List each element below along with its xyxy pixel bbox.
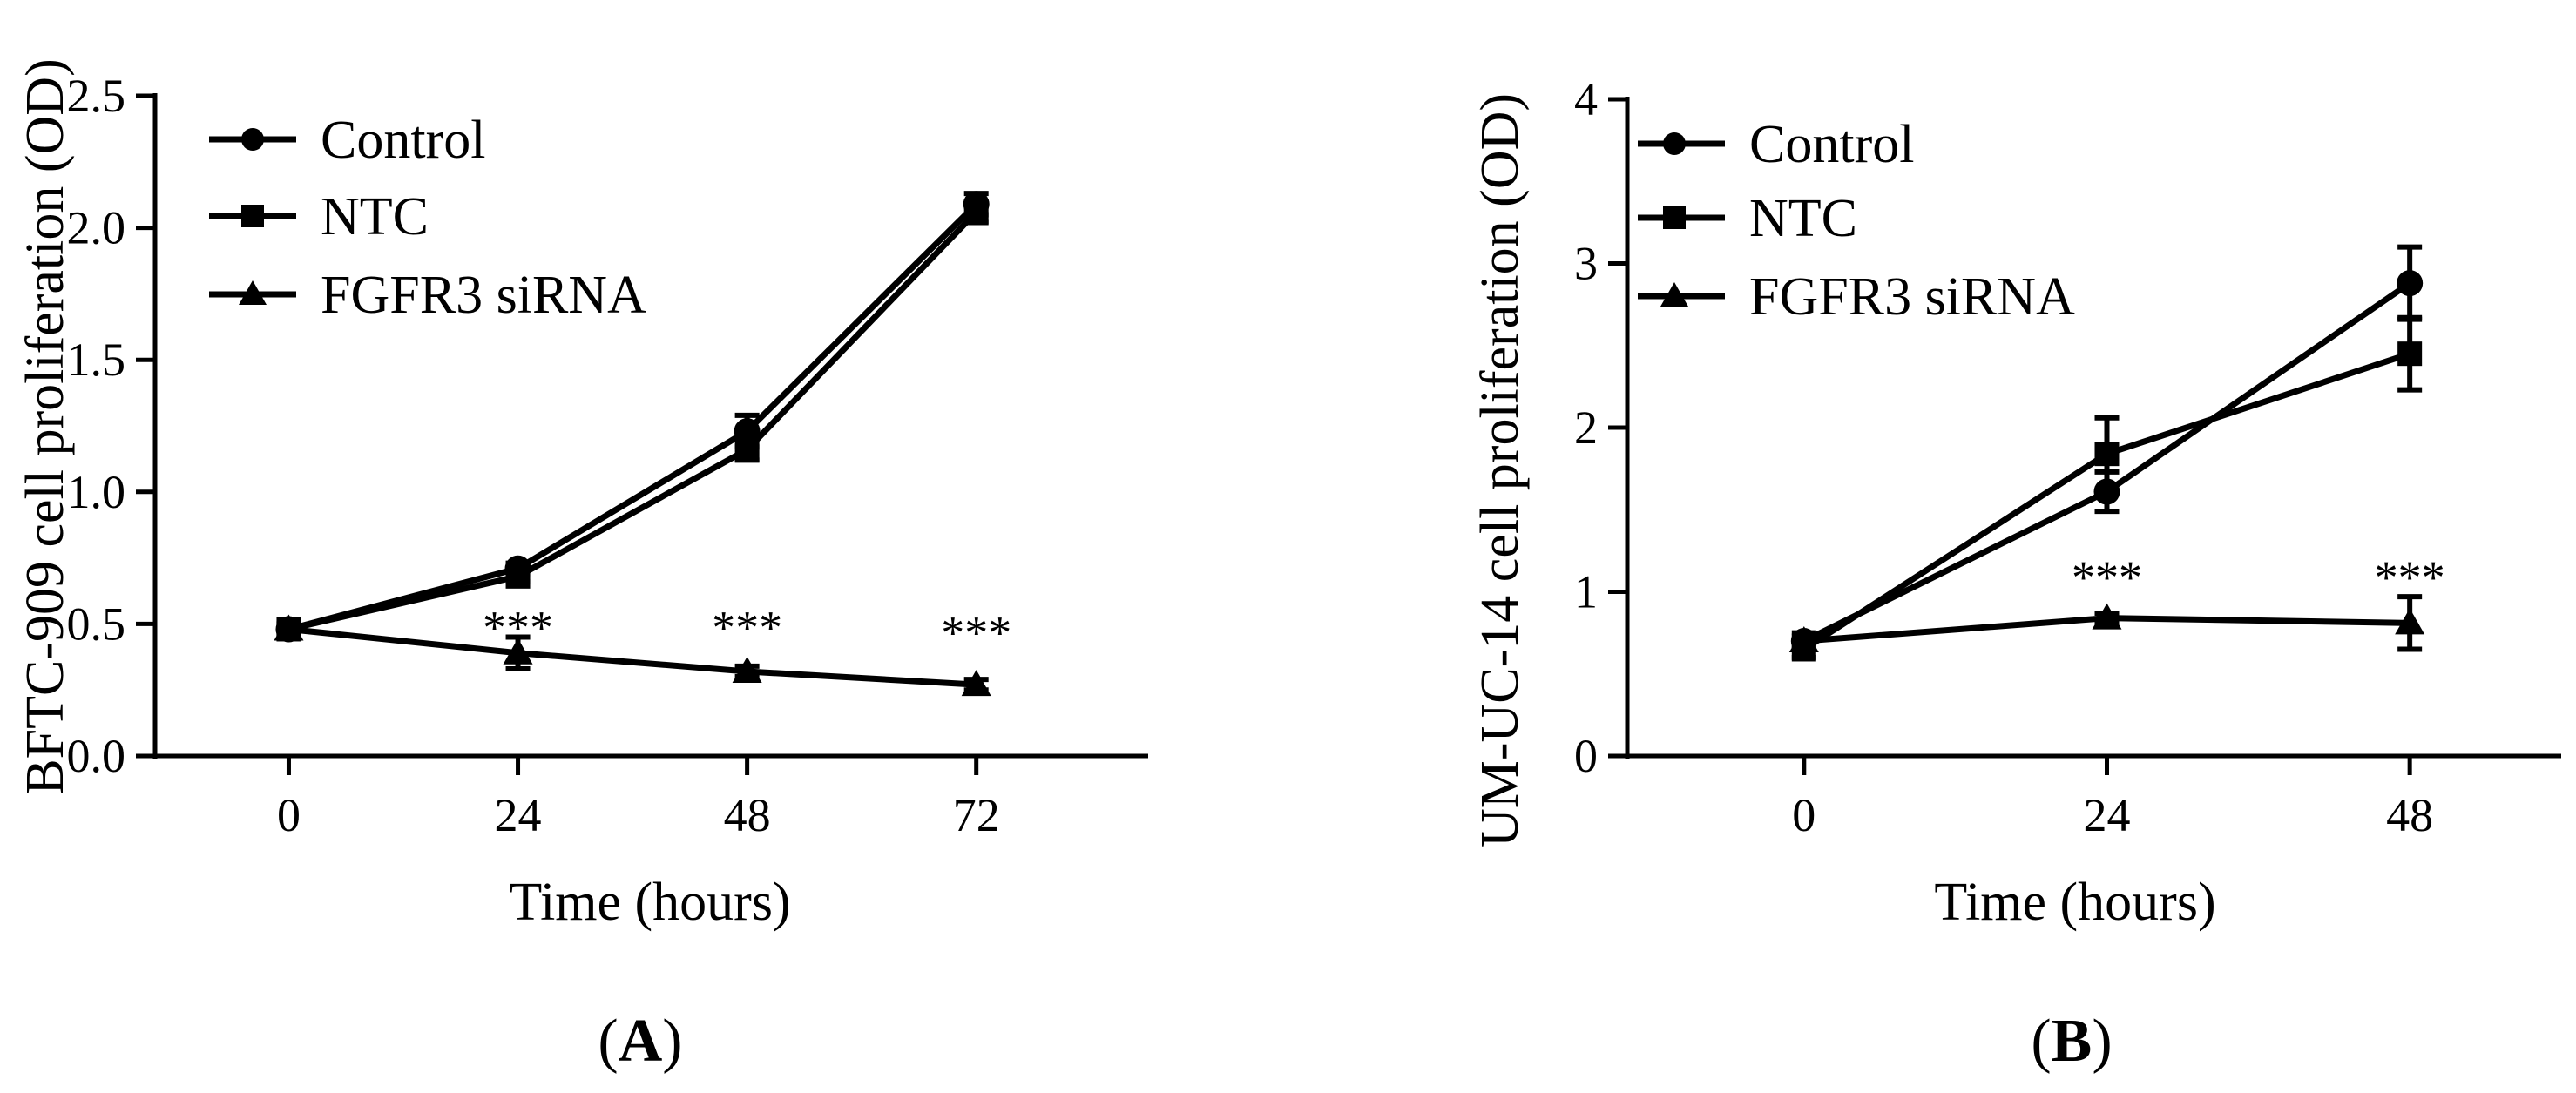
panel-a-y-tick-label: 2.5 bbox=[67, 70, 126, 122]
panel-a-legend: Control NTC FGFR3 siRNA bbox=[209, 111, 646, 325]
panel-b-point-control bbox=[2397, 270, 2424, 297]
panel-a-significance-label: *** bbox=[941, 606, 1011, 658]
legend-marker-square-icon bbox=[241, 205, 264, 227]
panel-b-label: (B) bbox=[2031, 1008, 2112, 1075]
panel-a-x-tick-label: 72 bbox=[953, 789, 1000, 841]
panel-a: 0.0 0.5 1.0 1.5 2.0 2.5 0 24 48 72 *** *** *** Con… bbox=[16, 58, 1148, 1075]
panel-b-x-axis-title: Time (hours) bbox=[1934, 873, 2215, 932]
panel-b-y-tick-label: 2 bbox=[1574, 401, 1598, 454]
panel-a-x-tick-label: 24 bbox=[495, 789, 542, 841]
panel-b-point-control bbox=[2093, 478, 2120, 505]
panel-b-y-tick-label: 1 bbox=[1574, 566, 1598, 618]
panel-a-x-axis-title: Time (hours) bbox=[509, 873, 790, 932]
panel-b-x-tick-label: 48 bbox=[2386, 789, 2433, 841]
panel-b-point-ntc bbox=[2397, 341, 2423, 367]
legend-marker-circle-icon bbox=[241, 128, 264, 151]
panel-a-markers bbox=[274, 191, 991, 697]
panel-a-point-ntc bbox=[505, 563, 531, 589]
legend-label-control: Control bbox=[1749, 115, 1914, 174]
legend-label-ntc: NTC bbox=[1749, 189, 1857, 248]
legend-label-fgfr3-sirna: FGFR3 siRNA bbox=[1749, 267, 2075, 327]
panel-b-y-tick-label: 4 bbox=[1574, 73, 1598, 125]
panel-b-y-ticks: 0 1 2 3 4 bbox=[1574, 73, 1627, 782]
panel-b-point-fgfr3-sirna bbox=[2395, 608, 2425, 635]
panel-b-y-tick-label: 0 bbox=[1574, 730, 1598, 782]
panel-b-significance-label: *** bbox=[2375, 551, 2445, 604]
legend-label-control: Control bbox=[321, 111, 485, 170]
panel-b: 0 1 2 3 4 0 24 48 *** *** Control NTC FGFR3 siR… bbox=[1471, 73, 2561, 1075]
panel-a-y-tick-label: 1.5 bbox=[67, 334, 126, 386]
panel-a-axes bbox=[152, 93, 1148, 759]
panel-b-point-ntc bbox=[2094, 442, 2120, 467]
legend-marker-square-icon bbox=[1663, 206, 1686, 229]
panel-a-series-lines bbox=[287, 201, 979, 688]
panel-b-point-fgfr3-sirna bbox=[1788, 626, 1819, 653]
panel-b-x-ticks: 0 24 48 bbox=[1792, 756, 2433, 841]
panel-a-x-tick-label: 48 bbox=[724, 789, 771, 841]
legend-marker-triangle-icon bbox=[239, 280, 267, 305]
panel-a-point-fgfr3-sirna bbox=[961, 670, 991, 697]
panel-a-line-fgfr3-sirna bbox=[288, 625, 977, 688]
panel-b-point-fgfr3-sirna bbox=[2092, 603, 2122, 630]
panel-b-significance-label: *** bbox=[2072, 551, 2142, 604]
panel-a-y-tick-label: 0.0 bbox=[67, 730, 126, 782]
panel-a-label: (A) bbox=[598, 1008, 682, 1075]
legend-marker-triangle-icon bbox=[1660, 282, 1688, 307]
panel-a-y-tick-label: 0.5 bbox=[67, 597, 126, 650]
panel-a-point-fgfr3-sirna bbox=[732, 656, 762, 683]
panel-b-y-axis-title: UM-UC-14 cell proliferation (OD) bbox=[1471, 93, 1530, 847]
panel-a-y-tick-label: 1.0 bbox=[67, 466, 126, 518]
panel-a-significance-label: *** bbox=[483, 601, 553, 653]
panel-a-y-ticks: 0.0 0.5 1.0 1.5 2.0 2.5 bbox=[67, 70, 155, 782]
legend-marker-circle-icon bbox=[1663, 132, 1686, 155]
panel-b-legend: Control NTC FGFR3 siRNA bbox=[1638, 115, 2075, 327]
panel-a-annotations: *** *** *** bbox=[483, 601, 1011, 658]
panel-b-x-tick-label: 0 bbox=[1792, 789, 1815, 841]
panel-a-x-ticks: 0 24 48 72 bbox=[277, 756, 1000, 841]
legend-label-fgfr3-sirna: FGFR3 siRNA bbox=[321, 266, 646, 325]
panel-a-point-fgfr3-sirna bbox=[274, 614, 304, 641]
panel-a-y-axis-title: BFTC-909 cell proliferation (OD) bbox=[16, 58, 75, 794]
panel-a-point-ntc bbox=[734, 437, 760, 462]
panel-a-point-ntc bbox=[963, 199, 989, 225]
panel-a-y-tick-label: 2.0 bbox=[67, 202, 126, 254]
panel-a-line-ntc bbox=[287, 209, 979, 632]
panel-a-x-tick-label: 0 bbox=[277, 789, 301, 841]
panel-b-y-tick-label: 3 bbox=[1574, 238, 1598, 290]
panel-b-annotations: *** *** bbox=[2072, 551, 2445, 604]
panel-b-x-tick-label: 24 bbox=[2083, 789, 2130, 841]
panel-a-line-control bbox=[287, 201, 979, 632]
panel-a-significance-label: *** bbox=[712, 601, 782, 653]
legend-label-ntc: NTC bbox=[321, 187, 429, 246]
panel-b-markers bbox=[1788, 270, 2425, 662]
panel-a-point-fgfr3-sirna bbox=[503, 638, 533, 665]
